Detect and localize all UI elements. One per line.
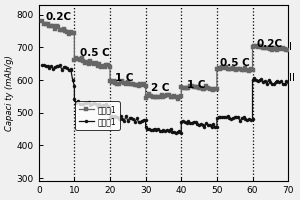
对比例1: [101, 104, 105, 106]
对比例1: [103, 104, 106, 107]
Text: 1 C: 1 C: [115, 73, 134, 83]
对比例1: [286, 81, 290, 83]
Text: 2 C: 2 C: [151, 83, 170, 93]
Text: 0.2C: 0.2C: [256, 39, 282, 49]
Text: 0.2C: 0.2C: [46, 12, 72, 22]
实施例1: [270, 49, 274, 51]
Text: 0.5 C: 0.5 C: [80, 48, 110, 58]
实施例1: [42, 23, 46, 25]
对比例1: [42, 64, 46, 67]
实施例1: [40, 19, 44, 22]
对比例1: [110, 115, 114, 117]
实施例1: [183, 86, 187, 89]
对比例1: [71, 78, 74, 81]
实施例1: [235, 69, 238, 72]
Text: I: I: [289, 42, 292, 52]
对比例1: [165, 129, 169, 131]
实施例1: [286, 49, 290, 51]
Line: 实施例1: 实施例1: [41, 19, 290, 100]
Line: 对比例1: 对比例1: [41, 64, 290, 135]
Text: 0.5 C: 0.5 C: [220, 58, 250, 68]
对比例1: [187, 120, 190, 123]
实施例1: [176, 98, 179, 100]
对比例1: [179, 132, 183, 134]
Legend: 实施例1, 对比例1: 实施例1, 对比例1: [75, 101, 120, 130]
Y-axis label: Capaci ty (mAh/g): Capaci ty (mAh/g): [5, 55, 14, 131]
实施例1: [53, 28, 57, 31]
Text: 1 C: 1 C: [187, 80, 205, 90]
实施例1: [228, 68, 231, 70]
Text: II: II: [289, 73, 295, 83]
对比例1: [40, 64, 44, 67]
